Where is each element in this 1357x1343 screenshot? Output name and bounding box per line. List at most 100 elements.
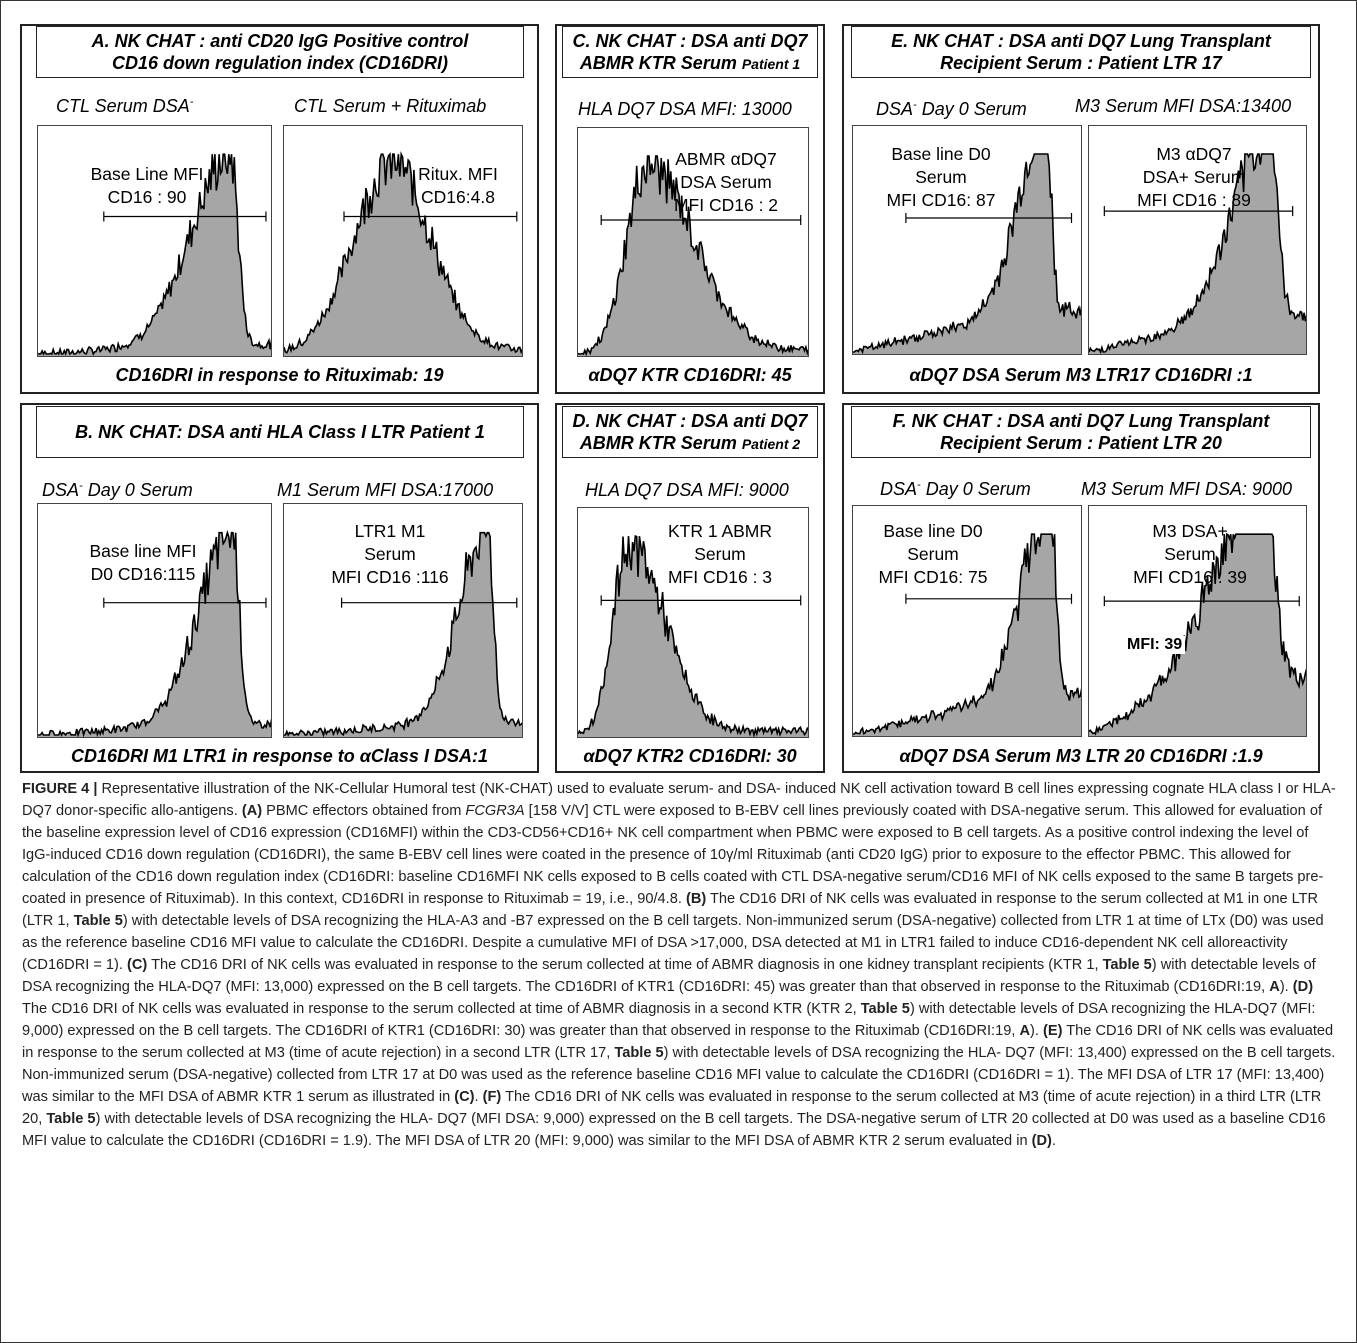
panel-d-title-line2-main: ABMR KTR Serum (579, 432, 742, 453)
caption-text: ) with detectable levels of DSA recogniz… (22, 1045, 1336, 1105)
caption-text: ) with detectable levels of DSA recogniz… (22, 1111, 1326, 1149)
panel-c-title: C. NK CHAT : DSA anti DQ7 ABMR KTR Serum… (562, 26, 818, 78)
caption-text: The CD16 DRI of NK cells was evaluated i… (22, 1001, 861, 1017)
histogram-outline (578, 534, 808, 737)
panel-e-left-subtitle-rest: Day 0 Serum (916, 99, 1027, 119)
histogram-outline (284, 531, 522, 737)
histogram-a-left (37, 125, 272, 357)
panel-c-title-line1: C. NK CHAT : DSA anti DQ7 (572, 30, 808, 51)
panel-c (555, 24, 825, 394)
histogram-e-right-plot (1089, 153, 1306, 354)
panel-e (842, 24, 1320, 394)
panel-e-left-label-l2: Serum (915, 167, 967, 187)
panel-a-left-label-l1: Base Line MFI (90, 164, 204, 184)
panel-d-footer: αDQ7 KTR2 CD16DRI: 30 (583, 746, 797, 766)
histogram-fill (853, 534, 1081, 736)
panel-d-title-line1: D. NK CHAT : DSA anti DQ7 (572, 410, 808, 431)
caption-ref: (D) (1292, 979, 1314, 995)
panel-a-footer: CD16DRI in response to Rituximab: 19 (115, 365, 444, 385)
caption-ref: (E) (1042, 1023, 1063, 1039)
panel-a-title: A. NK CHAT : anti CD20 IgG Positive cont… (36, 26, 524, 78)
histogram-outline (578, 155, 808, 356)
histogram-fill (284, 532, 522, 737)
histogram-b-left (37, 503, 272, 738)
panel-b-right-label-l3: MFI CD16 :116 (331, 567, 449, 587)
panel-c-label-l3: MFI CD16 : 2 (673, 195, 779, 215)
panel-f-right-label-l3: MFI CD16 : 39 (1133, 567, 1247, 587)
panel-a-right-subtitle: CTL Serum + Rituximab (294, 96, 487, 116)
histogram-outline (853, 153, 1081, 354)
panel-e-left-label-l1: Base line D0 (891, 144, 991, 164)
histogram-outline (1089, 153, 1306, 354)
histogram-c (577, 127, 809, 357)
caption-text: The CD16 DRI of NK cells was evaluated i… (22, 891, 1319, 929)
panel-d-title-line2: ABMR KTR Serum Patient 2 (563, 432, 817, 455)
panel-b-left-label-l2: D0 CD16:115 (90, 564, 196, 584)
histogram-f-left (852, 505, 1082, 737)
panel-b-title: B. NK CHAT: DSA anti HLA Class I LTR Pat… (36, 406, 524, 458)
caption-ref: A (1019, 1023, 1030, 1039)
panel-e-right-label-l2: DSA+ Serum (1142, 167, 1246, 187)
panel-d-subtitle: HLA DQ7 DSA MFI: 9000 (585, 480, 789, 500)
caption-ref: (F) (482, 1089, 502, 1105)
caption-text: The CD16 DRI of NK cells was evaluated i… (147, 957, 1103, 973)
panel-b (20, 403, 539, 773)
panel-a-left-subtitle-sup: - (189, 96, 194, 108)
caption-ref: (B) (685, 891, 707, 907)
caption-text: The CD16 DRI of NK cells was evaluated i… (22, 1023, 1334, 1061)
panel-d-label-l1: KTR 1 ABMR (667, 521, 773, 541)
histogram-f-left-plot (853, 533, 1081, 736)
caption-text: ). (1279, 979, 1293, 995)
panel-e-left-label: Base line D0 Serum MFI CD16: 87 (866, 143, 1016, 212)
caption-figure-label: FIGURE 4 | (22, 781, 98, 797)
panel-a-title-line2: CD16 down regulation index (CD16DRI) (111, 53, 449, 73)
caption-table-ref[interactable]: Table 5 (73, 913, 123, 929)
panel-b-left-subtitle-rest: Day 0 Serum (82, 480, 193, 500)
panel-b-left-subtitle: DSA- Day 0 Serum (42, 480, 193, 501)
panel-e-right-label-l3: MFI CD16 : 89 (1137, 190, 1251, 210)
panel-a-left-label: Base Line MFI CD16 : 90 (72, 163, 222, 209)
panel-c-label: ABMR αDQ7 DSA Serum MFI CD16 : 2 (656, 148, 796, 217)
panel-c-title-line2: ABMR KTR Serum Patient 1 (563, 52, 817, 75)
caption-text: ) with detectable levels of DSA recogniz… (22, 957, 1316, 995)
panel-e-title-line1: E. NK CHAT : DSA anti DQ7 Lung Transplan… (891, 31, 1271, 51)
histogram-c-plot (578, 155, 808, 356)
histogram-f-right-plot (1089, 532, 1306, 736)
histogram-f-right (1088, 505, 1307, 737)
panel-f-left-label-l2: Serum (907, 544, 959, 564)
caption-ref: (D) (1031, 1133, 1052, 1149)
caption-text: . (474, 1089, 483, 1105)
panel-a-right-label-l1: Ritux. MFI (418, 164, 498, 184)
caption-table-ref[interactable]: Table 5 (860, 1001, 910, 1017)
panel-f-left-label: Base line D0 Serum MFI CD16: 75 (858, 520, 1008, 589)
panel-e-left-subtitle-sup: - (913, 99, 917, 111)
panel-b-left-label-l1: Base line MFI (89, 541, 197, 561)
panel-b-right-label-l2: Serum (364, 544, 416, 564)
histogram-b-left-plot (38, 529, 271, 737)
caption-text: ). (1030, 1023, 1043, 1039)
panel-f-title: F. NK CHAT : DSA anti DQ7 Lung Transplan… (851, 406, 1311, 458)
panel-f-left-subtitle-main: DSA (880, 479, 918, 499)
caption-ref: (C) (454, 1089, 475, 1105)
panel-f (842, 403, 1320, 773)
panel-d-title: D. NK CHAT : DSA anti DQ7 ABMR KTR Serum… (562, 406, 818, 458)
histogram-e-left (852, 125, 1082, 355)
panel-c-label-l1: ABMR αDQ7 (675, 149, 777, 169)
panel-d-title-line2-small: Patient 2 (741, 435, 801, 452)
histogram-a-right (283, 125, 523, 357)
caption-table-ref[interactable]: Table 5 (46, 1111, 96, 1127)
panel-d-label-l3: MFI CD16 : 3 (667, 567, 773, 587)
caption-text: Representative illustration of the NK-Ce… (22, 781, 1336, 819)
caption-table-ref[interactable]: Table 5 (614, 1045, 664, 1061)
panel-f-footer: αDQ7 DSA Serum M3 LTR 20 CD16DRI :1.9 (899, 746, 1263, 766)
histogram-fill (38, 532, 271, 737)
histogram-outline (38, 529, 271, 737)
caption-table-ref[interactable]: Table 5 (1102, 957, 1152, 973)
panel-e-left-label-l3: MFI CD16: 87 (886, 190, 996, 210)
histogram-b-right-plot (284, 531, 522, 737)
panel-e-title-line2: Recipient Serum : Patient LTR 17 (940, 53, 1222, 73)
panel-f-right-label-l1: M3 DSA+ (1152, 521, 1228, 541)
panel-b-left-subtitle-main: DSA (42, 480, 80, 500)
panel-b-right-label: LTR1 M1 Serum MFI CD16 :116 (315, 520, 465, 589)
panel-e-left-subtitle: DSA- Day 0 Serum (876, 99, 1027, 120)
